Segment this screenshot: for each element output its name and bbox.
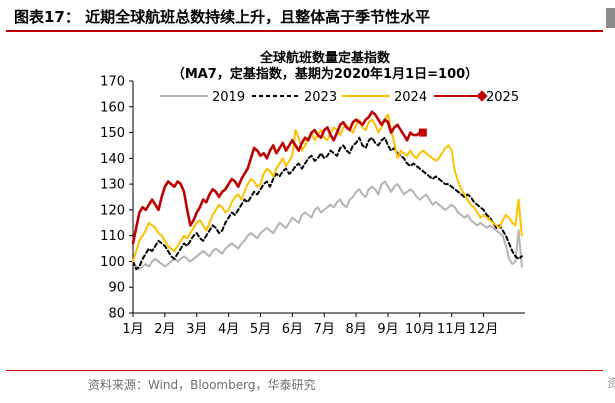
x-tick-label: 7月 xyxy=(314,322,335,337)
y-tick-label: 100 xyxy=(100,255,125,270)
legend-label-2025: 2025 xyxy=(486,90,519,105)
series-line-2024 xyxy=(132,113,523,263)
series-line-2025 xyxy=(131,110,422,245)
x-tick-label: 4月 xyxy=(218,322,239,337)
y-tick-label: 80 xyxy=(108,307,125,322)
x-tick-label: 9月 xyxy=(377,322,398,337)
y-tick-label: 150 xyxy=(100,126,125,141)
adjacent-figure-edge-text: 资 xyxy=(607,376,615,390)
chart-subtitle: （MA7，定基指数，基期为2020年1月1日=100） xyxy=(172,66,478,82)
x-tick-label: 2月 xyxy=(154,322,175,337)
header-divider xyxy=(6,30,603,32)
figure-header-title: 图表17： 近期全球航班总数持续上升，且整体高于季节性水平 xyxy=(14,8,431,26)
source-divider xyxy=(6,370,603,371)
x-tick-label: 10月 xyxy=(405,322,435,337)
y-tick-label: 170 xyxy=(100,75,125,90)
x-tick-label: 11月 xyxy=(437,322,467,337)
x-tick-label: 1月 xyxy=(122,322,143,337)
y-tick-label: 160 xyxy=(100,100,125,115)
y-tick-label: 140 xyxy=(100,152,125,167)
y-tick-label: 110 xyxy=(100,229,125,244)
x-tick-label: 5月 xyxy=(250,322,271,337)
legend: 2019 2023 2024 2025 xyxy=(160,90,519,105)
x-tick-label: 3月 xyxy=(186,322,207,337)
source-note: 资料来源：Wind，Bloomberg，华泰研究 xyxy=(88,378,316,392)
legend-label-2024: 2024 xyxy=(394,90,427,105)
series-line-2019 xyxy=(132,180,523,271)
y-tick-label: 90 xyxy=(108,281,125,296)
x-tick-label: 8月 xyxy=(345,322,366,337)
series-end-marker-2025 xyxy=(418,128,427,137)
line-chart: 全球航班数量定基指数 （MA7，定基指数，基期为2020年1月1日=100） 2… xyxy=(100,50,525,337)
series-group xyxy=(131,110,523,271)
y-axis: 80 90 100 110 120 130 140 150 160 170 xyxy=(100,75,134,322)
adjacent-figure-edge xyxy=(606,8,615,28)
chart-title: 全球航班数量定基指数 xyxy=(259,50,391,66)
legend-label-2019: 2019 xyxy=(212,90,245,105)
x-axis: 1月 2月 3月 4月 5月 6月 7月 8月 9月 10月 11月 12月 xyxy=(122,312,525,337)
series-line-2023 xyxy=(132,136,523,271)
x-tick-label: 12月 xyxy=(469,322,499,337)
legend-label-2023: 2023 xyxy=(304,90,337,105)
y-tick-label: 130 xyxy=(100,178,125,193)
x-tick-label: 6月 xyxy=(282,322,303,337)
y-tick-label: 120 xyxy=(100,203,125,218)
